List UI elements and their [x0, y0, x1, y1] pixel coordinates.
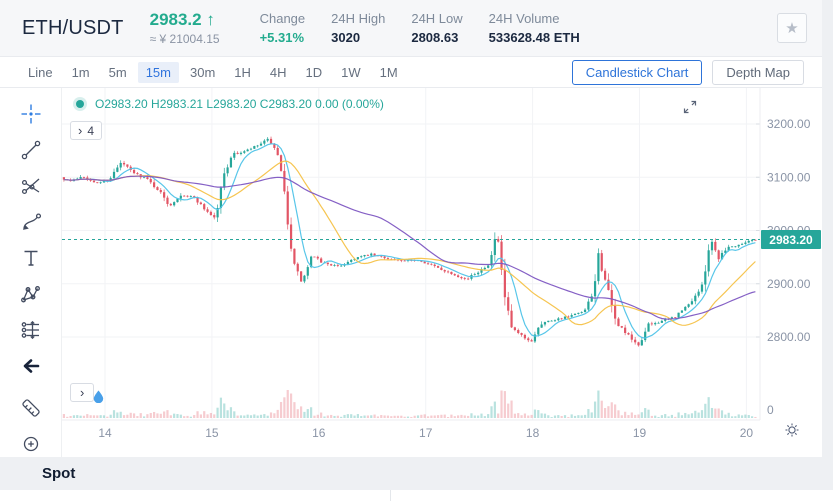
stat-high-label: 24H High: [331, 11, 386, 26]
stat-high-value: 3020: [331, 30, 361, 45]
footer-divider: [390, 490, 391, 501]
svg-text:15: 15: [205, 426, 219, 440]
indicator-count: 4: [87, 123, 95, 138]
ruler-tool-icon[interactable]: [13, 390, 49, 426]
trend-line-tool-icon[interactable]: [13, 132, 49, 168]
candlestick-chart[interactable]: 3200.003100.003000.002900.002800.0001415…: [62, 88, 822, 457]
interval-list: Line 1m 5m 15m 30m 1H 4H 1D 1W 1M: [20, 61, 409, 83]
series-dot-icon: [76, 100, 84, 108]
fullscreen-expand-icon[interactable]: [682, 99, 698, 115]
stat-high: 24H High 3020: [331, 11, 385, 45]
back-arrow-icon[interactable]: [13, 348, 49, 384]
interval-1w[interactable]: 1W: [333, 62, 369, 83]
footer-strip: [0, 490, 833, 501]
market-section-footer: Spot: [0, 457, 833, 501]
svg-text:3200.00: 3200.00: [767, 117, 811, 131]
stat-volume-value: 533628.48 ETH: [488, 30, 580, 45]
price-up-arrow-icon: ↑: [206, 10, 215, 29]
interval-5m[interactable]: 5m: [101, 62, 135, 83]
svg-text:17: 17: [419, 426, 433, 440]
svg-text:19: 19: [633, 426, 647, 440]
pattern-tool-icon[interactable]: [13, 276, 49, 312]
indicator-collapse-badge[interactable]: › 4: [70, 121, 103, 140]
chart-canvas[interactable]: 3200.003100.003000.002900.002800.0001415…: [62, 88, 822, 457]
interval-1m[interactable]: 1m: [64, 62, 98, 83]
stat-low: 24H Low 2808.63: [411, 11, 462, 45]
chart-main: 3200.003100.003000.002900.002800.0001415…: [0, 88, 822, 457]
drawing-tools-sidebar: [0, 88, 62, 457]
price-block: 2983.2 ↑ ≈ ¥ 21004.15: [150, 10, 220, 46]
stat-volume: 24H Volume 533628.48 ETH: [489, 11, 580, 45]
last-price-value: 2983.2: [149, 10, 202, 29]
brush-tool-icon[interactable]: [13, 204, 49, 240]
volume-collapse-badge[interactable]: ›: [70, 383, 95, 402]
crosshair-tool-icon[interactable]: [13, 96, 49, 132]
svg-text:2983.20: 2983.20: [769, 233, 813, 247]
symbol-title: ETH/USDT: [22, 16, 124, 39]
ohlc-legend: O2983.20 H2983.21 L2983.20 C2983.20 0.00…: [76, 97, 384, 111]
ohlc-legend-text: O2983.20 H2983.21 L2983.20 C2983.20 0.00…: [95, 97, 384, 111]
star-icon: ★: [785, 20, 799, 37]
stat-change: Change +5.31%: [260, 11, 306, 45]
stat-low-label: 24H Low: [411, 11, 463, 26]
svg-text:2900.00: 2900.00: [767, 277, 811, 291]
interval-30m[interactable]: 30m: [182, 62, 223, 83]
svg-text:14: 14: [98, 426, 112, 440]
svg-text:2800.00: 2800.00: [767, 330, 811, 344]
fiat-approx: ≈ ¥ 21004.15: [149, 32, 220, 46]
candlestick-chart-button[interactable]: Candlestick Chart: [571, 59, 703, 85]
svg-text:16: 16: [312, 426, 326, 440]
chart-toolbar: Line 1m 5m 15m 30m 1H 4H 1D 1W 1M Candlestick Cha…: [0, 57, 822, 88]
cross-lines-tool-icon[interactable]: [13, 168, 49, 204]
text-tool-icon[interactable]: [13, 240, 49, 276]
spot-label: Spot: [42, 465, 76, 482]
interval-1h[interactable]: 1H: [226, 62, 259, 83]
interval-1m[interactable]: 1M: [372, 62, 406, 83]
interval-line[interactable]: Line: [20, 62, 61, 83]
interval-1d[interactable]: 1D: [298, 62, 331, 83]
svg-text:3100.00: 3100.00: [767, 170, 811, 184]
interval-15m[interactable]: 15m: [137, 61, 179, 83]
favorite-button[interactable]: ★: [777, 13, 807, 43]
stat-change-value: +5.31%: [259, 30, 305, 45]
indicator-droplet-icon: [93, 390, 104, 403]
chevron-right-icon: ›: [80, 385, 85, 400]
spot-bar: Spot: [0, 457, 833, 490]
svg-text:18: 18: [526, 426, 540, 440]
svg-text:20: 20: [740, 426, 754, 440]
axis-settings-gear-icon[interactable]: [784, 422, 800, 438]
chart-type-switch: Candlestick Chart Depth Map: [571, 59, 804, 85]
svg-text:0: 0: [767, 403, 774, 417]
stat-low-value: 2808.63: [411, 30, 459, 45]
zoom-in-tool-icon[interactable]: [13, 426, 49, 457]
position-tool-icon[interactable]: [13, 312, 49, 348]
stats-row: Change +5.31% 24H High 3020 24H Low 2808…: [260, 11, 580, 45]
chevron-right-icon: ›: [78, 123, 83, 138]
interval-4h[interactable]: 4H: [262, 62, 295, 83]
stat-volume-label: 24H Volume: [488, 11, 560, 26]
stat-change-label: Change: [259, 11, 306, 26]
last-price: 2983.2 ↑: [150, 10, 220, 30]
depth-map-button[interactable]: Depth Map: [712, 59, 804, 85]
symbol-header: ETH/USDT 2983.2 ↑ ≈ ¥ 21004.15 Change +5…: [0, 0, 822, 57]
